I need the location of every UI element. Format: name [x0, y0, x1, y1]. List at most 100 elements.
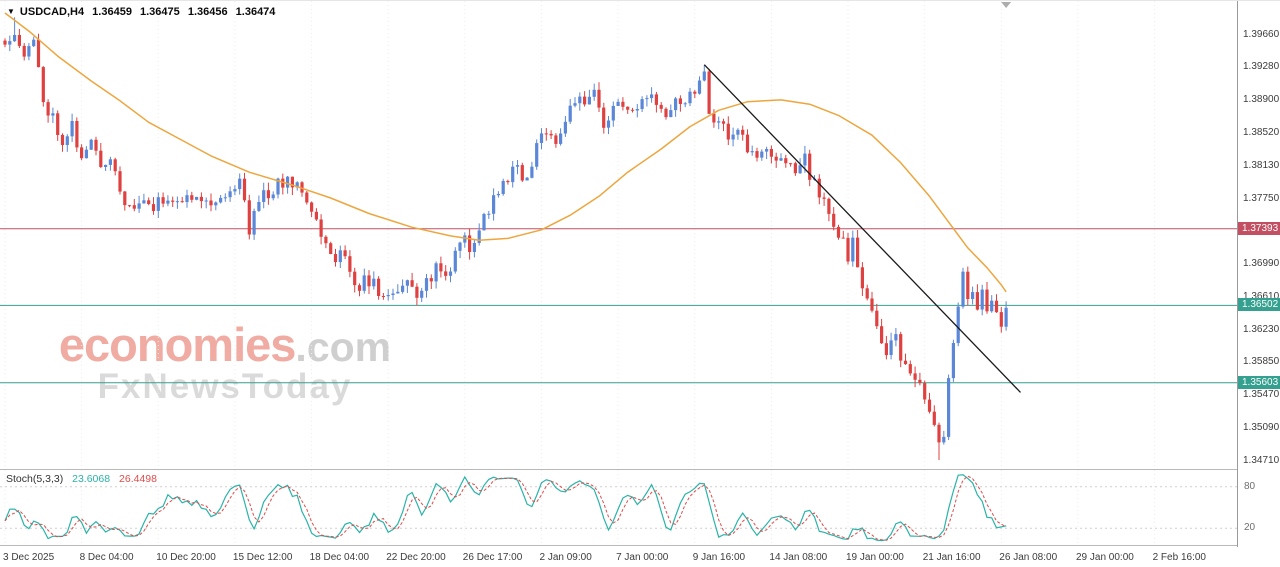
candle-body	[65, 136, 69, 145]
trendline[interactable]	[703, 64, 1021, 393]
candle-body	[515, 165, 520, 167]
candle-body	[333, 254, 338, 263]
time-tick-label: 2 Feb 16:00	[1152, 552, 1206, 563]
candle-body	[760, 151, 764, 158]
candle-body	[697, 80, 702, 94]
candle-body	[166, 200, 170, 204]
moving-average-line[interactable]	[4, 12, 1007, 293]
time-tick-label: 22 Dec 20:00	[386, 552, 446, 563]
candle-body	[199, 196, 203, 202]
time-tick-label: 3 Dec 2025	[3, 552, 55, 563]
candle-body	[401, 285, 405, 292]
candle-body	[539, 133, 544, 143]
candle-body	[219, 197, 223, 203]
candle-body	[520, 165, 524, 181]
candle-body	[975, 292, 979, 310]
candle-body	[108, 159, 112, 165]
candle-body	[927, 399, 932, 412]
candle-body	[769, 149, 773, 157]
candle-body	[89, 139, 93, 150]
candle-body	[381, 296, 385, 297]
candle-body	[27, 46, 31, 57]
candle-body	[932, 411, 936, 425]
candle-body	[204, 200, 208, 202]
candle-body	[420, 290, 424, 298]
candle-body	[482, 214, 486, 231]
price-tick-label: 1.36990	[1243, 258, 1280, 269]
candle-body	[405, 280, 409, 286]
candle-body	[568, 105, 572, 122]
time-axis[interactable]: 3 Dec 2025 8 Dec 04:00 10 Dec 20:00 15 Dec …	[0, 547, 1280, 567]
candle-body	[424, 278, 429, 291]
candle-body	[319, 219, 323, 237]
price-level-badge: 1.35603	[1238, 376, 1280, 389]
candle-body	[185, 195, 189, 203]
price-tick-label: 1.38900	[1243, 94, 1280, 105]
price-tick-label: 1.35090	[1243, 422, 1280, 433]
time-tick-label: 10 Dec 20:00	[156, 552, 216, 563]
candle-body	[104, 164, 108, 167]
candle-body	[894, 334, 898, 341]
price-chart-panel[interactable]: economies.com FxNewsToday ▼ USDCAD,H4 1.3…	[0, 1, 1237, 470]
candle-body	[832, 213, 836, 227]
candle-body	[985, 289, 989, 312]
candle-body	[156, 197, 160, 211]
candle-body	[602, 107, 606, 128]
candle-body	[41, 67, 45, 103]
chart-shift-marker-icon[interactable]	[1001, 2, 1012, 8]
stoch-level-label: 20	[1244, 522, 1256, 533]
candle-body	[956, 306, 960, 344]
candle-body	[841, 237, 845, 239]
candle-body	[118, 171, 122, 192]
time-tick-label: 14 Jan 08:00	[769, 552, 828, 563]
candle-body	[171, 200, 175, 202]
candle-body	[377, 278, 381, 296]
candle-body	[439, 263, 443, 272]
candle-body	[410, 280, 414, 287]
candle-body	[36, 39, 41, 68]
stochastic-name: Stoch(5,3,3)	[6, 473, 64, 485]
candle-body	[745, 134, 750, 153]
candle-body	[17, 35, 21, 46]
candle-body	[228, 191, 232, 198]
symbol-dropdown-icon[interactable]: ▼	[7, 7, 15, 16]
candle-body	[654, 94, 658, 105]
price-axis[interactable]: 1.39660 1.39280 1.38900 1.38520 1.38130 1.377…	[1237, 1, 1280, 547]
candle-body	[286, 176, 290, 188]
candle-body	[209, 200, 213, 206]
candle-body	[578, 96, 582, 104]
candle-body	[822, 197, 826, 199]
candle-body	[80, 147, 84, 159]
candle-body	[324, 236, 328, 244]
time-tick-label: 7 Jan 00:00	[616, 552, 669, 563]
candle-body	[415, 286, 419, 298]
candle-body	[123, 191, 127, 206]
candle-body	[329, 243, 333, 254]
candle-body	[453, 250, 457, 272]
candle-body	[774, 156, 778, 161]
candle-body	[798, 165, 802, 174]
time-tick-label: 26 Dec 17:00	[462, 552, 523, 563]
candle-body	[113, 159, 117, 172]
candle-body	[175, 201, 179, 203]
time-tick-label: 19 Jan 00:00	[846, 552, 904, 563]
time-tick-label: 21 Jan 16:00	[922, 552, 981, 563]
candle-body	[472, 243, 476, 252]
candle-body	[463, 235, 467, 243]
stochastic-panel[interactable]: Stoch(5,3,3) 23.6068 26.4498	[0, 470, 1237, 546]
candle-body	[70, 121, 74, 137]
candle-body	[132, 205, 136, 209]
time-tick-label: 29 Jan 00:00	[1076, 552, 1134, 563]
candle-body	[161, 197, 165, 204]
quote-bar: ▼ USDCAD,H4 1.36459 1.36475 1.36456 1.364…	[7, 6, 280, 18]
price-level-badge: 1.37393	[1238, 222, 1280, 235]
candle-body	[611, 105, 615, 121]
candle-body	[290, 176, 294, 188]
candle-body	[726, 123, 730, 140]
candle-body	[827, 198, 831, 214]
candle-body	[468, 235, 472, 252]
candle-body	[214, 202, 218, 206]
candlestick-chart[interactable]	[0, 1, 1237, 469]
candle-body	[990, 300, 994, 312]
